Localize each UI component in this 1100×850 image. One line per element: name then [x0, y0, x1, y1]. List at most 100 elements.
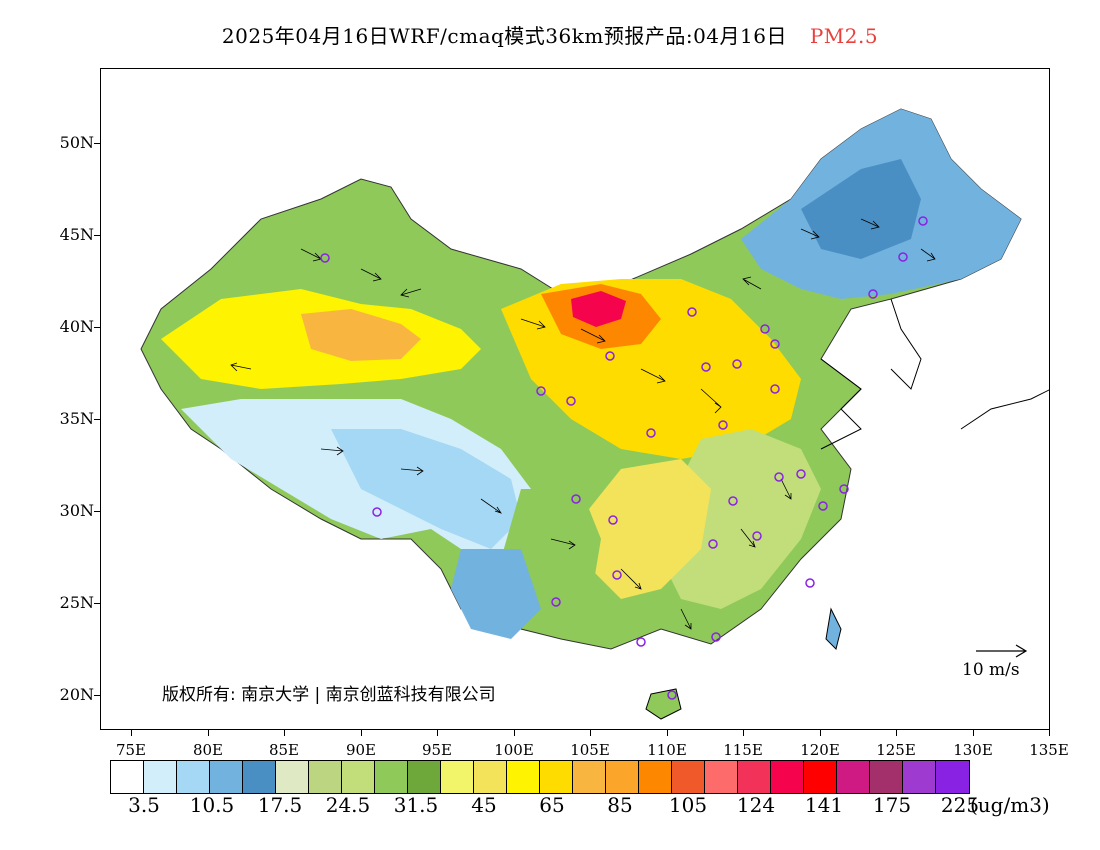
lat-tick	[94, 511, 100, 512]
lon-tick	[820, 730, 821, 736]
lon-tick	[514, 730, 515, 736]
lon-tick	[896, 730, 897, 736]
lon-label: 85E	[268, 741, 300, 759]
colorbar-cell	[738, 761, 771, 793]
japan-outline	[960, 389, 1049, 430]
colorbar-cell	[243, 761, 276, 793]
colorbar-label: 24.5	[325, 793, 371, 817]
colorbar-cell	[837, 761, 870, 793]
lon-tick	[743, 730, 744, 736]
colorbar-unit: (ug/m3)	[970, 793, 1050, 817]
lon-label: 95E	[421, 741, 453, 759]
colorbar-cell	[309, 761, 342, 793]
colorbar-label: 10.5	[189, 793, 235, 817]
colorbar-cell	[540, 761, 573, 793]
lon-label: 90E	[345, 741, 377, 759]
lon-label: 115E	[723, 741, 763, 759]
lon-label: 125E	[876, 741, 916, 759]
lat-label: 20N	[59, 685, 94, 704]
taiwan-outline	[825, 607, 842, 650]
lat-label: 45N	[59, 225, 94, 244]
city-markers	[320, 216, 928, 700]
ordos-peak-zone	[571, 291, 626, 327]
copyright-text: 版权所有: 南京大学 | 南京创蓝科技有限公司	[162, 685, 496, 705]
lat-tick	[94, 695, 100, 696]
title-variable: PM2.5	[809, 24, 879, 48]
wind-reference-arrow	[976, 644, 1028, 658]
lon-tick	[590, 730, 591, 736]
lat-label: 35N	[59, 409, 94, 428]
lon-tick	[284, 730, 285, 736]
colorbar-cell	[111, 761, 144, 793]
colorbar-cell	[177, 761, 210, 793]
colorbar-cell	[474, 761, 507, 793]
plateau-mid-zone	[331, 429, 521, 549]
title-main: 2025年04月16日WRF/cmaq模式36km预报产品:04月16日	[221, 24, 787, 48]
colorbar-cell	[408, 761, 441, 793]
lon-label: 75E	[115, 741, 147, 759]
colorbar-cell	[705, 761, 738, 793]
colorbar-label: 85	[607, 793, 633, 817]
lon-label: 135E	[1029, 741, 1069, 759]
lon-label: 105E	[570, 741, 610, 759]
korea-outline	[890, 298, 922, 390]
map-panel[interactable]	[100, 68, 1050, 730]
lon-tick	[208, 730, 209, 736]
lon-tick	[973, 730, 974, 736]
wind-vectors	[230, 218, 936, 630]
colorbar-label: 141	[804, 793, 844, 817]
lon-tick	[361, 730, 362, 736]
lat-label: 50N	[59, 133, 94, 152]
taklimakan-core	[301, 309, 421, 361]
lon-label: 100E	[494, 741, 534, 759]
lon-tick	[131, 730, 132, 736]
colorbar-cell	[441, 761, 474, 793]
colorbar-cell	[804, 761, 837, 793]
colorbar-label: 45	[471, 793, 497, 817]
lon-label: 120E	[800, 741, 840, 759]
lat-tick	[94, 327, 100, 328]
lat-tick	[94, 419, 100, 420]
map-title: 2025年04月16日WRF/cmaq模式36km预报产品:04月16日 PM2…	[0, 20, 1100, 49]
colorbar-label: 17.5	[257, 793, 303, 817]
lat-label: 30N	[59, 501, 94, 520]
colorbar-label: 3.5	[128, 793, 160, 817]
colorbar-cell	[771, 761, 804, 793]
lon-tick	[1049, 730, 1050, 736]
colorbar-cell	[672, 761, 705, 793]
colorbar-label: 225	[940, 793, 980, 817]
colorbar-cell	[375, 761, 408, 793]
colorbar-cell	[903, 761, 936, 793]
colorbar-cell	[870, 761, 903, 793]
lat-tick	[94, 143, 100, 144]
lat-label: 25N	[59, 593, 94, 612]
pm25-colorbar	[110, 760, 970, 794]
colorbar-cell	[639, 761, 672, 793]
hainan-outline	[645, 688, 682, 720]
lon-label: 130E	[953, 741, 993, 759]
pm25-map-svg	[140, 108, 1049, 720]
colorbar-cell	[276, 761, 309, 793]
yunnan-zone	[451, 549, 541, 639]
colorbar-label: 175	[872, 793, 912, 817]
lon-label: 110E	[647, 741, 687, 759]
lat-label: 40N	[59, 317, 94, 336]
wind-reference-label: 10 m/s	[962, 660, 1020, 680]
colorbar-cell	[573, 761, 606, 793]
central-zone	[581, 459, 711, 599]
colorbar-cell	[144, 761, 177, 793]
colorbar-label: 124	[736, 793, 776, 817]
northeast-deep-zone	[801, 159, 921, 259]
lat-tick	[94, 235, 100, 236]
colorbar-cell	[936, 761, 969, 793]
colorbar-cell	[342, 761, 375, 793]
lon-tick	[437, 730, 438, 736]
colorbar-label: 65	[539, 793, 565, 817]
colorbar-cell	[606, 761, 639, 793]
colorbar-label: 105	[668, 793, 708, 817]
colorbar-cell	[210, 761, 243, 793]
coastline	[820, 358, 862, 450]
lat-tick	[94, 603, 100, 604]
lon-label: 80E	[192, 741, 224, 759]
colorbar-cell	[507, 761, 540, 793]
